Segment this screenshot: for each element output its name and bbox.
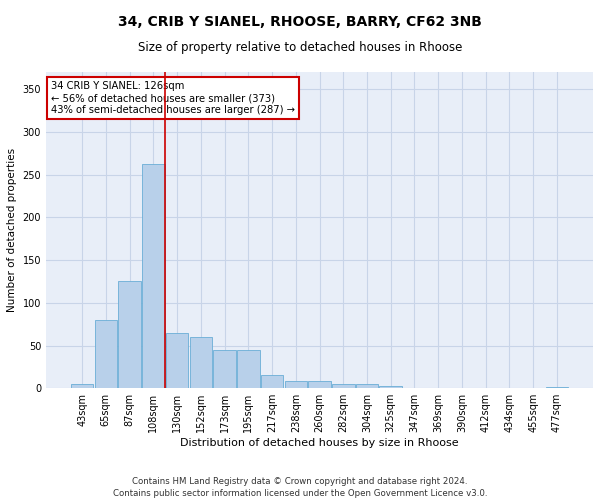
Text: 34, CRIB Y SIANEL, RHOOSE, BARRY, CF62 3NB: 34, CRIB Y SIANEL, RHOOSE, BARRY, CF62 3…: [118, 16, 482, 30]
Bar: [545, 386, 568, 388]
Bar: [356, 384, 378, 388]
Y-axis label: Number of detached properties: Number of detached properties: [7, 148, 17, 312]
Bar: [284, 382, 307, 388]
Bar: [379, 386, 402, 388]
Bar: [261, 376, 283, 388]
Bar: [142, 164, 164, 388]
Bar: [118, 282, 141, 389]
Bar: [213, 350, 236, 389]
Bar: [95, 320, 117, 388]
Bar: [308, 382, 331, 388]
Bar: [71, 384, 94, 388]
Bar: [237, 350, 260, 389]
X-axis label: Distribution of detached houses by size in Rhoose: Distribution of detached houses by size …: [180, 438, 459, 448]
Bar: [166, 332, 188, 388]
Bar: [332, 384, 355, 388]
Bar: [190, 337, 212, 388]
Text: Size of property relative to detached houses in Rhoose: Size of property relative to detached ho…: [138, 41, 462, 54]
Text: 34 CRIB Y SIANEL: 126sqm
← 56% of detached houses are smaller (373)
43% of semi-: 34 CRIB Y SIANEL: 126sqm ← 56% of detach…: [52, 82, 295, 114]
Text: Contains HM Land Registry data © Crown copyright and database right 2024.
Contai: Contains HM Land Registry data © Crown c…: [113, 477, 487, 498]
